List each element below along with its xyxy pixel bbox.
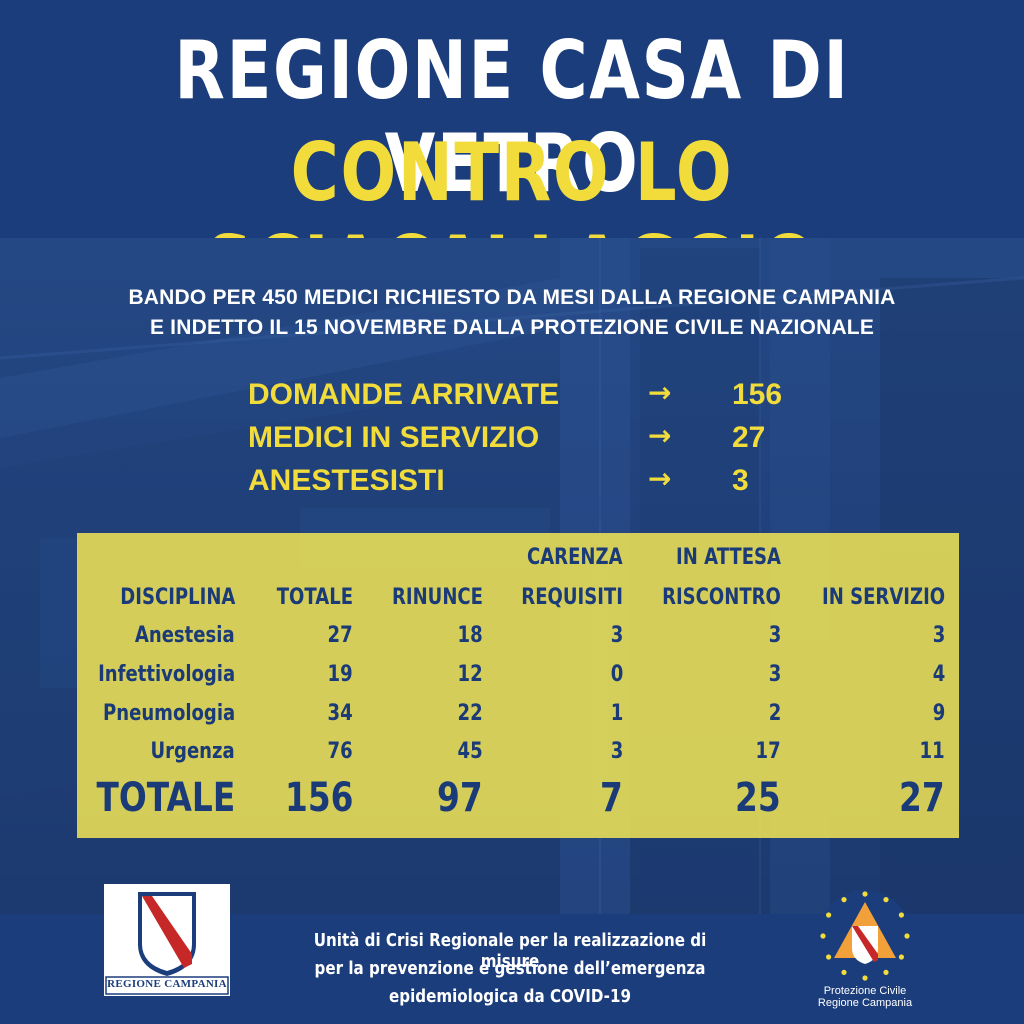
discipline-table: DISCIPLINA TOTALE RINUNCE CARENZA REQUISITI I… <box>77 533 959 838</box>
total-cell: 25 <box>735 775 781 821</box>
table-cell: 12 <box>457 662 483 687</box>
subtitle-line-2: E INDETTO IL 15 NOVEMBRE DALLA PROTEZION… <box>149 316 875 339</box>
summary-label: ANESTESISTI <box>248 464 445 497</box>
total-label: TOTALE <box>96 775 235 821</box>
summary-label: MEDICI IN SERVIZIO <box>248 421 540 454</box>
footer-line-1: Unità di Crisi Regionale per la realizza… <box>313 930 707 972</box>
arrow-right-icon: → <box>648 376 672 409</box>
summary-label: DOMANDE ARRIVATE <box>248 378 560 411</box>
summary-row-domande: DOMANDE ARRIVATE → 156 <box>248 376 808 418</box>
table-cell: 27 <box>327 623 353 648</box>
column-header: RINUNCE <box>391 585 483 610</box>
discipline-name: Urgenza <box>150 739 235 764</box>
summary-value: 27 <box>732 421 766 454</box>
footer-line-2: per la prevenzione e gestione dell’emerg… <box>314 958 706 979</box>
column-header: IN SERVIZIO <box>821 585 945 610</box>
discipline-name: Infettivologia <box>97 662 235 687</box>
table-cell: 11 <box>919 739 945 764</box>
total-cell: 156 <box>284 775 353 821</box>
protezione-civile-logo <box>812 886 918 986</box>
column-header: DISCIPLINA <box>119 585 235 610</box>
footer-line-3: epidemiologica da COVID-19 <box>389 986 631 1007</box>
region-campania-crest-icon <box>105 892 229 995</box>
subtitle-line-1: BANDO PER 450 MEDICI RICHIESTO DA MESI D… <box>128 286 896 309</box>
table-cell: 4 <box>932 662 945 687</box>
table-cell: 34 <box>327 701 353 726</box>
protezione-civile-emblem-icon <box>819 890 911 982</box>
arrow-right-icon: → <box>648 462 672 495</box>
protezione-civile-label-1: Protezione Civile <box>823 985 907 997</box>
table-cell: 0 <box>610 662 623 687</box>
header-band <box>0 0 1024 238</box>
table-cell: 1 <box>610 701 623 726</box>
summary-row-anestesisti: ANESTESISTI → 3 <box>248 462 808 504</box>
regione-campania-logo: REGIONE CAMPANIA <box>104 884 230 996</box>
table-cell: 18 <box>457 623 483 648</box>
summary-value: 3 <box>732 464 749 497</box>
total-cell: 97 <box>437 775 483 821</box>
table-cell: 3 <box>610 623 623 648</box>
table-cell: 3 <box>932 623 945 648</box>
column-header-top: IN ATTESA <box>676 545 781 570</box>
table-cell: 19 <box>327 662 353 687</box>
headline-line-1: REGIONE CASA DI VETRO <box>174 24 850 210</box>
table-cell: 76 <box>327 739 353 764</box>
regione-campania-label: REGIONE CAMPANIA <box>107 978 227 990</box>
table-cell: 17 <box>755 739 781 764</box>
arrow-right-icon: → <box>648 419 672 452</box>
column-header-top: CARENZA <box>527 545 623 570</box>
summary-row-medici: MEDICI IN SERVIZIO → 27 <box>248 419 808 461</box>
discipline-name: Pneumologia <box>102 701 235 726</box>
summary-value: 156 <box>732 378 783 411</box>
table-cell: 22 <box>457 701 483 726</box>
total-cell: 7 <box>600 775 623 821</box>
table-cell: 3 <box>610 739 623 764</box>
column-header: TOTALE <box>276 585 353 610</box>
table-cell: 3 <box>768 623 781 648</box>
column-header: RISCONTRO <box>662 585 781 610</box>
protezione-civile-label-2: Regione Campania <box>817 997 913 1009</box>
column-header: REQUISITI <box>521 585 623 610</box>
discipline-name: Anestesia <box>135 623 235 648</box>
table-cell: 2 <box>768 701 781 726</box>
table-cell: 3 <box>768 662 781 687</box>
total-cell: 27 <box>899 775 945 821</box>
table-cell: 45 <box>457 739 483 764</box>
table-cell: 9 <box>932 701 945 726</box>
